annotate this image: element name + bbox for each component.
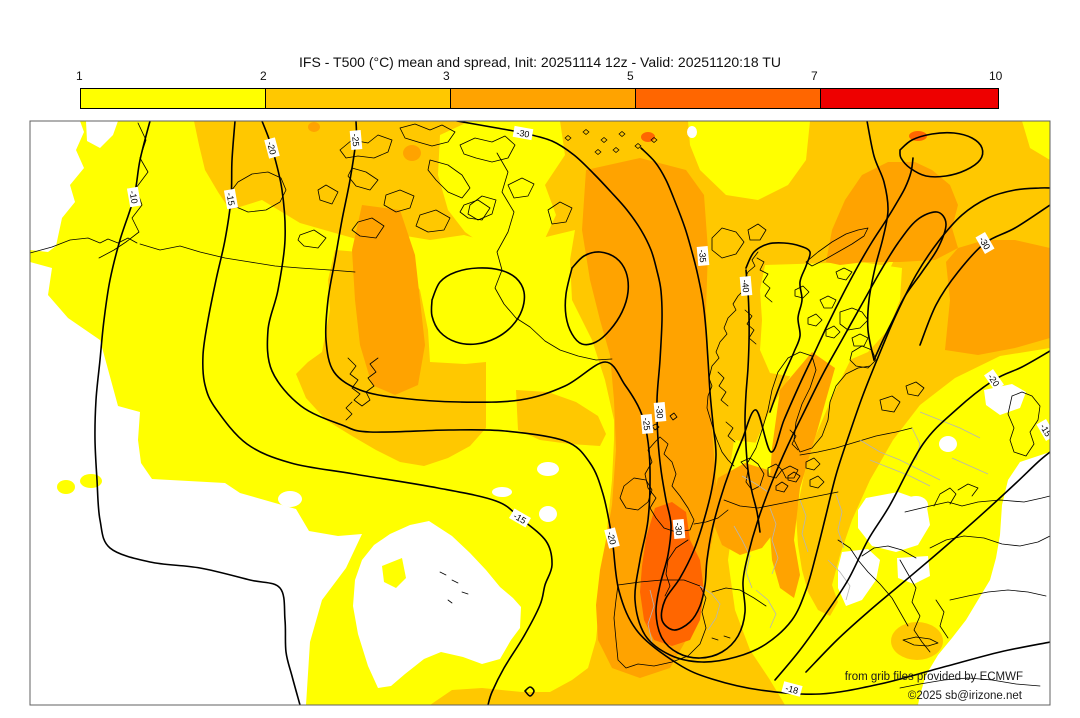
svg-text:-10: -10 <box>127 190 139 205</box>
svg-text:-25: -25 <box>641 417 652 431</box>
svg-text:-30: -30 <box>654 405 665 419</box>
svg-text:-35: -35 <box>697 249 708 263</box>
svg-text:-18: -18 <box>784 683 799 696</box>
svg-text:-20: -20 <box>605 531 618 546</box>
svg-text:-30: -30 <box>516 127 531 139</box>
svg-text:-25: -25 <box>350 133 361 147</box>
svg-text:-30: -30 <box>673 522 684 536</box>
svg-text:-40: -40 <box>740 279 751 293</box>
svg-text:-15: -15 <box>224 192 236 207</box>
svg-text:-20: -20 <box>265 141 278 156</box>
